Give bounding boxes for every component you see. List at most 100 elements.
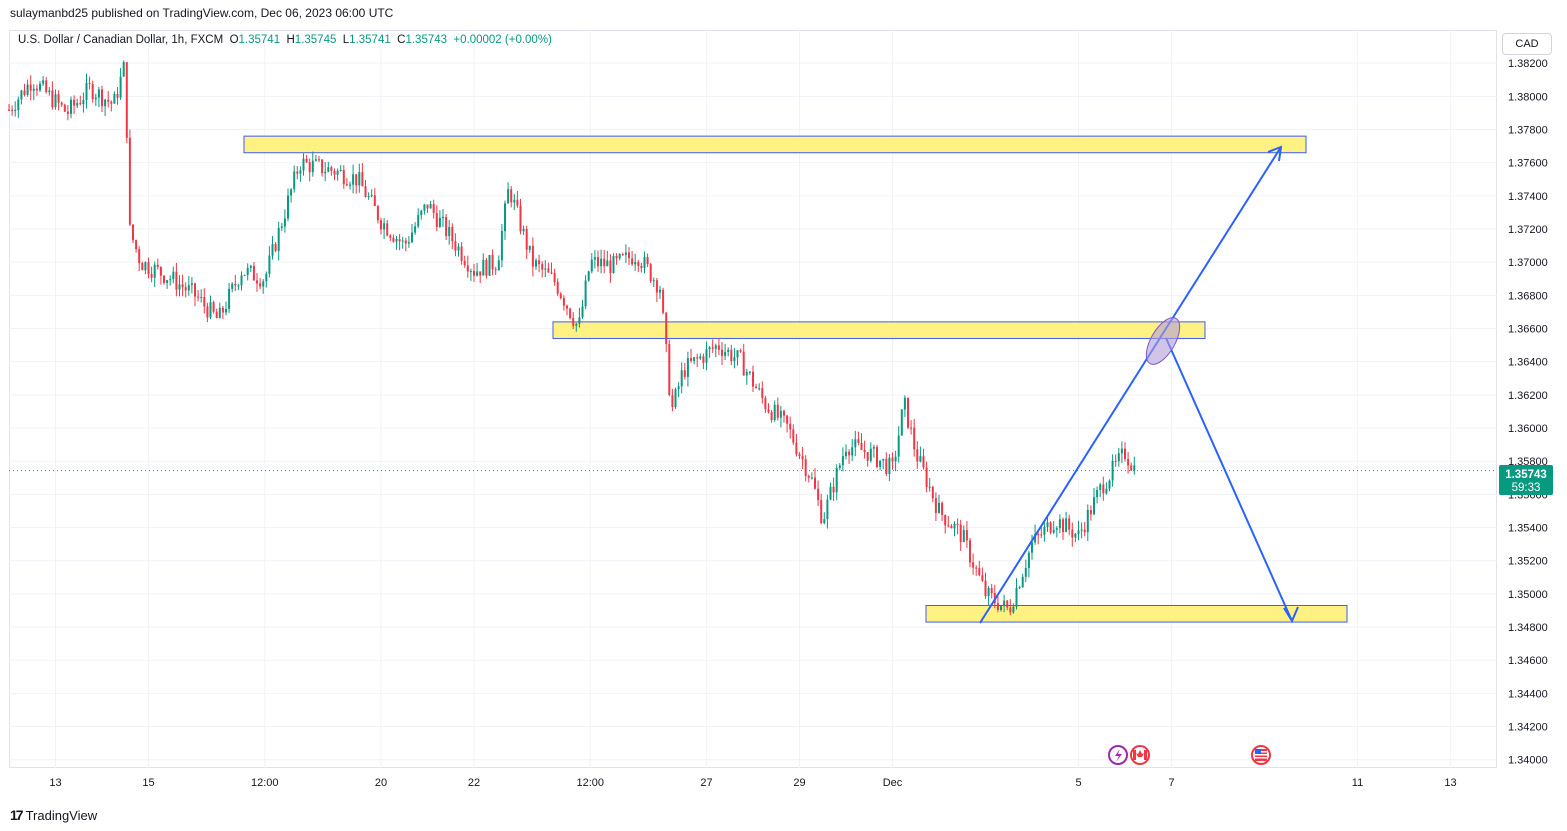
candle-body xyxy=(953,523,956,529)
candle-body xyxy=(206,306,209,318)
y-tick-label: 1.37600 xyxy=(1508,158,1548,170)
candle-body xyxy=(147,262,150,275)
candle-body xyxy=(643,256,646,269)
candle-body xyxy=(497,260,500,271)
lightning-event-icon[interactable] xyxy=(1108,745,1128,765)
candle-body xyxy=(333,170,336,175)
candle-body xyxy=(373,195,376,207)
gridlines xyxy=(9,30,1497,768)
usa-flag-icon[interactable] xyxy=(1251,745,1271,765)
candle-body xyxy=(587,271,590,281)
candle-body xyxy=(829,486,832,500)
low-value: 1.35741 xyxy=(349,34,391,46)
candle-body xyxy=(1102,484,1105,494)
candle-body xyxy=(314,159,317,161)
x-tick-label: 27 xyxy=(700,777,712,789)
candle-body xyxy=(519,205,522,232)
candle-body xyxy=(879,460,882,467)
candle-body xyxy=(764,398,767,410)
candle-body xyxy=(783,410,785,416)
candle-body xyxy=(411,232,413,243)
candle-body xyxy=(1065,518,1068,533)
arrowhead-up xyxy=(1267,145,1283,162)
candle-body xyxy=(1031,542,1033,553)
candle-body xyxy=(1000,605,1002,610)
candle-body xyxy=(628,252,630,259)
candle-body xyxy=(175,271,178,290)
x-tick-label: 15 xyxy=(142,777,154,789)
candle-body xyxy=(1077,530,1080,534)
candle-body xyxy=(494,269,497,271)
y-tick-label: 1.34800 xyxy=(1508,622,1548,634)
candle-body xyxy=(907,397,909,428)
candle-body xyxy=(730,349,733,362)
symbol-name[interactable]: U.S. Dollar / Canadian Dollar, 1h, FXCM xyxy=(18,34,224,46)
x-tick-label: 29 xyxy=(793,777,805,789)
candle-body xyxy=(336,170,339,175)
candle-body xyxy=(925,467,928,488)
candle-body xyxy=(872,446,875,449)
candle-body xyxy=(882,458,885,461)
candle-body xyxy=(274,244,277,251)
candle-body xyxy=(631,258,634,265)
candle-body xyxy=(14,110,17,112)
candle-body xyxy=(674,389,677,408)
candle-body xyxy=(57,94,60,103)
candle-body xyxy=(432,204,435,214)
event-markers xyxy=(1108,745,1271,765)
tradingview-footer[interactable]: 17 TradingView xyxy=(10,807,97,823)
candle-body xyxy=(339,169,342,171)
candle-body xyxy=(169,279,172,281)
candle-body xyxy=(66,111,69,114)
candle-body xyxy=(91,83,94,100)
candle-body xyxy=(85,82,88,101)
candle-body xyxy=(748,371,751,373)
chart-plot-area[interactable] xyxy=(9,30,1497,768)
candle-body xyxy=(1120,448,1123,454)
candle-body xyxy=(758,388,761,390)
candle-body xyxy=(1037,534,1040,536)
candle-body xyxy=(342,169,345,185)
candle-body xyxy=(544,268,547,270)
low-label: L xyxy=(342,34,350,46)
candle-body xyxy=(621,254,624,256)
candle-body xyxy=(358,172,361,186)
candle-body xyxy=(1111,460,1114,481)
candle-body xyxy=(556,282,559,294)
candle-body xyxy=(547,268,550,273)
canada-flag-icon[interactable] xyxy=(1130,745,1150,765)
candle-body xyxy=(367,196,370,198)
last-price-marker: 1.35743 59:33 xyxy=(1499,465,1553,495)
intersection-ellipse xyxy=(1145,317,1181,365)
candle-body xyxy=(1114,460,1117,462)
candle-body xyxy=(668,343,671,396)
candle-body xyxy=(733,357,736,362)
candle-body xyxy=(655,280,658,293)
x-tick-label: 7 xyxy=(1168,777,1174,789)
candle-body xyxy=(380,220,382,230)
candle-body xyxy=(218,307,221,319)
candle-body xyxy=(888,457,891,475)
candle-body xyxy=(578,317,581,324)
candle-body xyxy=(801,455,804,460)
candle-body xyxy=(711,347,714,349)
candle-body xyxy=(324,171,327,174)
candle-body xyxy=(113,93,116,104)
open-label: O xyxy=(229,34,239,46)
candle-body xyxy=(299,170,302,174)
candle-body xyxy=(522,228,525,232)
candle-body xyxy=(215,311,218,319)
y-tick-label: 1.37800 xyxy=(1508,125,1548,137)
candle-body xyxy=(969,540,971,563)
candle-body xyxy=(414,226,417,233)
currency-selector[interactable]: CAD xyxy=(1502,33,1552,55)
candle-body xyxy=(686,358,689,377)
candle-body xyxy=(246,267,249,275)
candle-body xyxy=(863,449,866,453)
candle-body xyxy=(776,404,779,418)
candle-body xyxy=(311,160,314,173)
projection-arrow-up xyxy=(979,146,1282,624)
candle-body xyxy=(1040,534,1043,536)
candle-body xyxy=(8,109,10,111)
candle-body xyxy=(786,415,789,424)
